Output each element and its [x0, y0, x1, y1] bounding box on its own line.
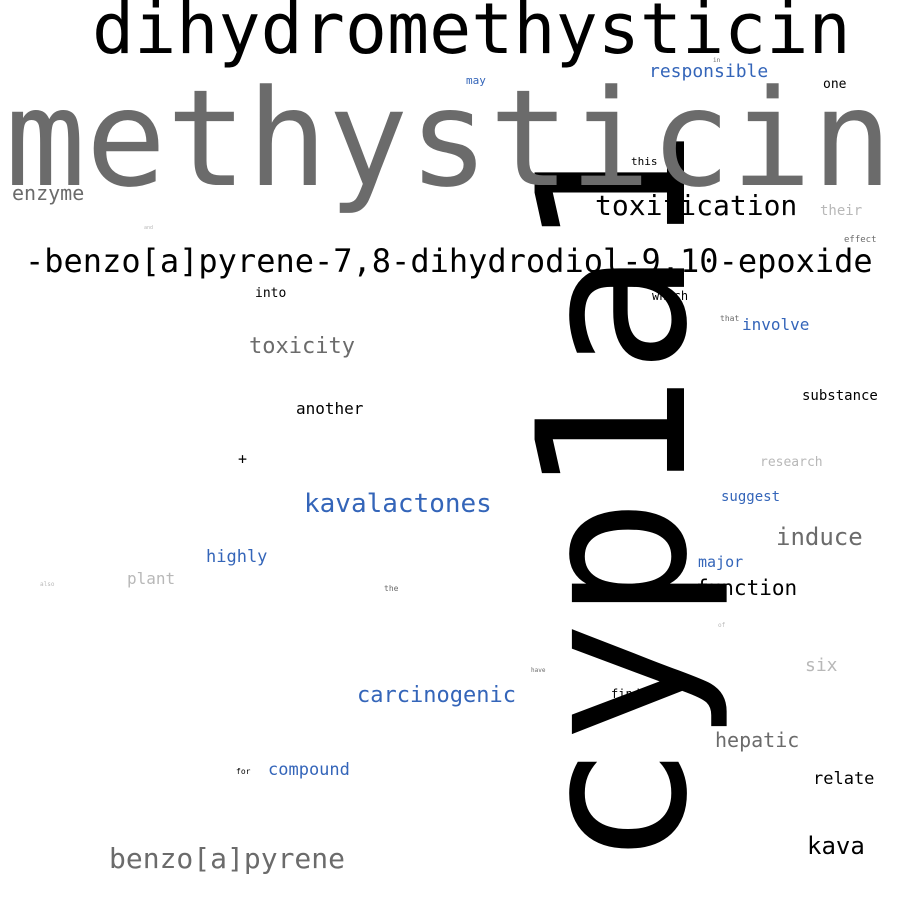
word-enzyme: enzyme [12, 181, 85, 205]
word-benzo-a-pyrene: benzo[a]pyrene [109, 842, 346, 875]
word-one: one [823, 77, 847, 92]
word-their: their [820, 203, 863, 219]
word-the: the [384, 584, 399, 593]
word-suggest: suggest [721, 489, 781, 505]
word-effect: effect [844, 235, 877, 245]
word-into: into [255, 286, 287, 301]
word-of: of [718, 622, 726, 629]
word-involve: involve [742, 315, 810, 334]
word-methysticin: methysticin [5, 61, 893, 217]
word-and: and [144, 225, 154, 231]
word-relate: relate [813, 769, 875, 789]
word-toxicity: toxicity [249, 334, 355, 359]
word-kavalactones: kavalactones [304, 489, 492, 519]
word-plant: plant [127, 569, 176, 588]
word-highly: highly [206, 547, 268, 567]
word-research: research [760, 455, 823, 470]
word-six: six [805, 655, 838, 676]
word-that: that [720, 314, 740, 323]
word-function: function [696, 576, 798, 600]
word-benzo-a-pyrene-dihydrodiol-epoxide: -benzo[a]pyrene-7,8-dihydrodiol-9,10-epo… [25, 242, 873, 280]
word-compound: compound [268, 760, 350, 780]
word-in: in [713, 57, 721, 64]
word-responsible: responsible [649, 61, 769, 82]
word-carcinogenic: carcinogenic [357, 683, 516, 708]
word-another: another [296, 399, 364, 418]
word-induce: induce [776, 523, 863, 551]
word-kava: kava [807, 832, 865, 860]
word-hepatic: hepatic [715, 728, 800, 752]
word-dihydromethysticin: dihydromethysticin [92, 0, 851, 70]
word-plus: + [238, 450, 248, 468]
word-this: this [631, 155, 658, 168]
word-major: major [698, 553, 744, 571]
word-which: which [652, 289, 689, 303]
word-find: find [611, 687, 640, 701]
word-cyp1a1: cyp1a1 [495, 127, 733, 868]
word-have: have [531, 667, 546, 674]
word-toxification: toxification [595, 189, 798, 222]
word-substance: substance [802, 388, 878, 404]
word-may: may [466, 74, 486, 87]
word-for: for [236, 767, 251, 776]
word-also: also [40, 581, 55, 588]
